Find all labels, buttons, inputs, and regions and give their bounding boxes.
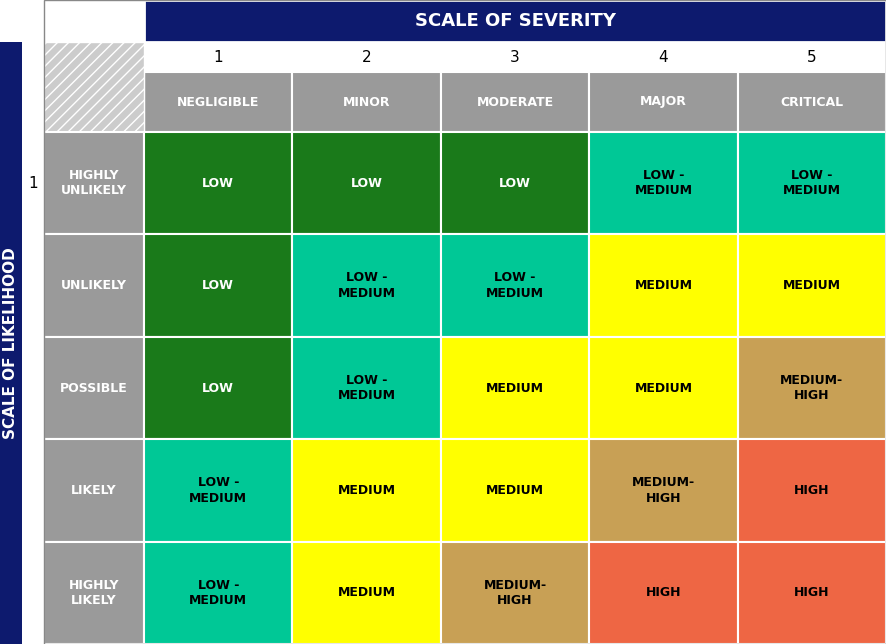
Text: LOW: LOW [202, 381, 234, 395]
Text: MEDIUM: MEDIUM [486, 381, 544, 395]
Text: 1: 1 [214, 50, 223, 64]
Text: LOW -
MEDIUM: LOW - MEDIUM [338, 374, 396, 402]
Bar [292, 439, 441, 542]
Bar [44, 337, 144, 439]
Text: HIGHLY
UNLIKELY: HIGHLY UNLIKELY [61, 169, 127, 198]
Bar [44, 234, 144, 337]
Bar [441, 542, 589, 644]
Text: LOW -
MEDIUM: LOW - MEDIUM [190, 476, 247, 505]
Text: NEGLIGIBLE: NEGLIGIBLE [177, 95, 260, 108]
Text: LOW -
MEDIUM: LOW - MEDIUM [634, 169, 692, 198]
Text: SCALE OF SEVERITY: SCALE OF SEVERITY [415, 12, 616, 30]
Text: LIKELY: LIKELY [71, 484, 117, 497]
Text: LOW -
MEDIUM: LOW - MEDIUM [486, 271, 544, 300]
Text: MAJOR: MAJOR [640, 95, 687, 108]
Bar [144, 0, 886, 42]
Bar [441, 337, 589, 439]
Bar [44, 132, 144, 234]
Bar [738, 72, 886, 132]
Text: 5: 5 [807, 50, 817, 64]
Bar [144, 72, 292, 132]
Text: 1: 1 [28, 176, 38, 191]
Bar [44, 439, 144, 542]
Text: MINOR: MINOR [343, 95, 391, 108]
Bar [144, 42, 292, 72]
Text: 2: 2 [361, 50, 371, 64]
Bar [738, 337, 886, 439]
Bar [589, 337, 738, 439]
Bar [144, 234, 292, 337]
Bar [441, 234, 589, 337]
Text: LOW: LOW [351, 176, 383, 190]
Text: MEDIUM-
HIGH: MEDIUM- HIGH [781, 374, 843, 402]
Text: MEDIUM: MEDIUM [634, 279, 692, 292]
Bar [738, 234, 886, 337]
Bar [589, 439, 738, 542]
Bar [292, 132, 441, 234]
Text: HIGH: HIGH [646, 586, 681, 600]
Bar [589, 542, 738, 644]
Text: 4: 4 [658, 50, 668, 64]
Text: POSSIBLE: POSSIBLE [60, 381, 128, 395]
Text: SCALE OF LIKELIHOOD: SCALE OF LIKELIHOOD [4, 247, 19, 439]
Bar [44, 42, 144, 132]
Bar [292, 234, 441, 337]
Text: MEDIUM-
HIGH: MEDIUM- HIGH [484, 578, 547, 607]
Bar [738, 132, 886, 234]
Bar [738, 439, 886, 542]
Text: 3: 3 [510, 50, 520, 64]
Bar [441, 439, 589, 542]
Bar [144, 132, 292, 234]
Bar [589, 42, 738, 72]
Text: HIGHLY
LIKELY: HIGHLY LIKELY [69, 578, 120, 607]
Bar [589, 234, 738, 337]
Text: LOW: LOW [202, 176, 234, 190]
Text: MEDIUM: MEDIUM [634, 381, 692, 395]
Bar [738, 542, 886, 644]
Text: LOW -
MEDIUM: LOW - MEDIUM [190, 578, 247, 607]
Bar [144, 337, 292, 439]
Text: LOW -
MEDIUM: LOW - MEDIUM [338, 271, 396, 300]
Text: MEDIUM: MEDIUM [486, 484, 544, 497]
Bar [44, 542, 144, 644]
Bar [441, 132, 589, 234]
Text: MODERATE: MODERATE [477, 95, 554, 108]
Text: LOW -
MEDIUM: LOW - MEDIUM [783, 169, 841, 198]
Text: CRITICAL: CRITICAL [781, 95, 843, 108]
Text: HIGH: HIGH [794, 586, 829, 600]
Bar [589, 72, 738, 132]
Text: MEDIUM: MEDIUM [783, 279, 841, 292]
Bar [589, 132, 738, 234]
Bar [0, 42, 22, 644]
Bar [441, 42, 589, 72]
Text: HIGH: HIGH [794, 484, 829, 497]
Bar [738, 42, 886, 72]
Text: LOW: LOW [499, 176, 531, 190]
Bar [292, 42, 441, 72]
Bar [292, 542, 441, 644]
Text: UNLIKELY: UNLIKELY [61, 279, 127, 292]
Text: MEDIUM-
HIGH: MEDIUM- HIGH [632, 476, 695, 505]
Text: MEDIUM: MEDIUM [338, 484, 396, 497]
Text: MEDIUM: MEDIUM [338, 586, 396, 600]
Bar [144, 542, 292, 644]
Bar [144, 439, 292, 542]
Bar [292, 72, 441, 132]
Text: LOW: LOW [202, 279, 234, 292]
Bar [441, 72, 589, 132]
Bar [292, 337, 441, 439]
